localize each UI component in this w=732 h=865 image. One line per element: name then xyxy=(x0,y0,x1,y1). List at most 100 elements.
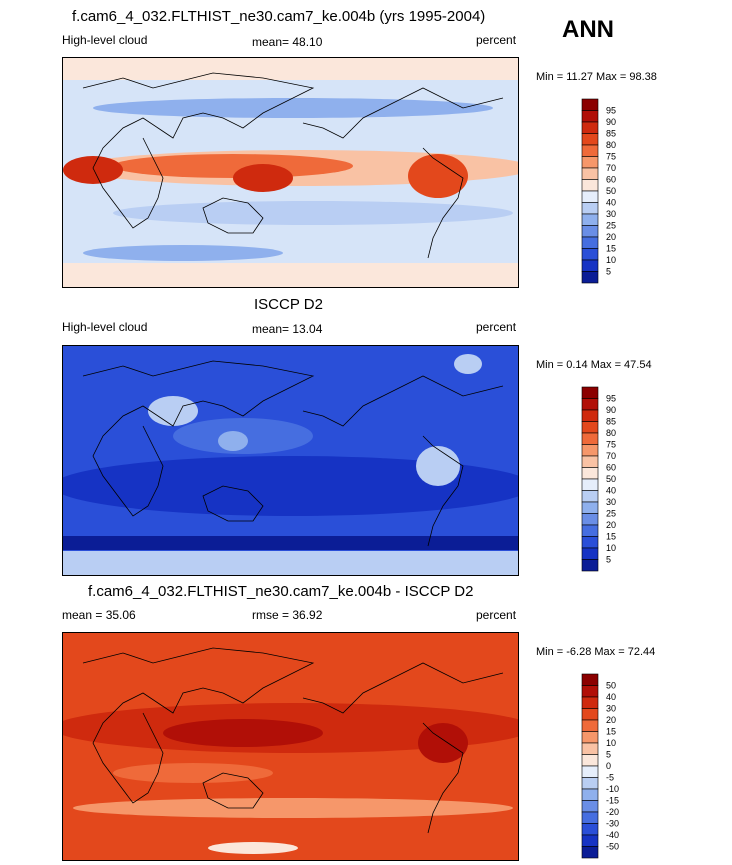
panel-1-minmax: Min = 11.27 Max = 98.38 xyxy=(536,71,657,83)
colorbar-label: -50 xyxy=(606,842,619,852)
colorbar-box xyxy=(581,811,599,824)
field-shading xyxy=(208,842,298,854)
panel-1-units: percent xyxy=(476,33,517,47)
colorbar-label: 50 xyxy=(606,474,616,484)
colorbar-label: 70 xyxy=(606,451,616,461)
colorbar-box xyxy=(581,271,599,284)
colorbar-label: 75 xyxy=(606,440,616,450)
colorbar-box xyxy=(581,248,599,261)
colorbar-box xyxy=(581,708,599,721)
panel-3-colorbar: 50 40 30 20 15 10 5 0 -5 -10 -15 -20 -30 -40 -50 xyxy=(581,673,642,859)
panel-3-mean: mean = 35.06 xyxy=(62,608,136,622)
colorbar-box xyxy=(581,501,599,514)
colorbar-label: 20 xyxy=(606,232,616,242)
colorbar-label: 20 xyxy=(606,715,616,725)
field-shading xyxy=(63,456,518,516)
colorbar-box xyxy=(581,202,599,215)
colorbar-label: 30 xyxy=(606,497,616,507)
colorbar-box xyxy=(581,98,599,111)
colorbar-box xyxy=(581,823,599,836)
colorbar-label: 25 xyxy=(606,509,616,519)
colorbar-label: 15 xyxy=(606,532,616,542)
panel-1-field xyxy=(63,58,518,287)
panel-3-minmax: Min = -6.28 Max = 72.44 xyxy=(536,646,656,658)
coastline xyxy=(202,485,264,522)
colorbar-box xyxy=(581,513,599,526)
panel-2-colorbar: 95 90 85 80 75 70 60 50 40 30 25 20 15 10 5 xyxy=(581,386,642,572)
panel-2-mean: mean= 13.04 xyxy=(252,322,323,336)
colorbar-box xyxy=(581,190,599,203)
coastline xyxy=(202,772,264,809)
panel-3-map xyxy=(62,632,519,861)
panel-1-mean: mean= 48.10 xyxy=(252,35,323,49)
field-shading xyxy=(148,396,198,426)
panel-2-field xyxy=(63,346,518,575)
colorbar-label: 15 xyxy=(606,727,616,737)
colorbar-box xyxy=(581,719,599,732)
colorbar-box xyxy=(581,110,599,123)
colorbar-box xyxy=(581,478,599,491)
colorbar-box xyxy=(581,685,599,698)
field-shading xyxy=(416,446,460,486)
colorbar-label: 5 xyxy=(606,267,611,277)
colorbar-label: 95 xyxy=(606,106,616,116)
colorbar-label: 85 xyxy=(606,417,616,427)
colorbar-label: 10 xyxy=(606,255,616,265)
colorbar-box xyxy=(581,788,599,801)
colorbar-label: 70 xyxy=(606,163,616,173)
colorbar-label: 60 xyxy=(606,463,616,473)
colorbar-label: 40 xyxy=(606,486,616,496)
coastline xyxy=(422,435,464,547)
field-shading xyxy=(454,354,482,374)
panel-2-minmax: Min = 0.14 Max = 47.54 xyxy=(536,359,652,371)
coastline xyxy=(302,662,504,714)
colorbar-label: 90 xyxy=(606,117,616,127)
field-shading xyxy=(63,551,518,575)
field-shading xyxy=(83,245,283,261)
panel-1-colorbar: 95 90 85 80 75 70 60 50 40 30 25 20 15 10 5 xyxy=(581,98,642,284)
coastline xyxy=(82,647,315,804)
panel-3-field xyxy=(63,633,518,860)
coastline xyxy=(422,147,464,259)
colorbar-box xyxy=(581,225,599,238)
colorbar-label: 10 xyxy=(606,738,616,748)
colorbar-box xyxy=(581,696,599,709)
field-shading xyxy=(63,536,518,550)
season-label: ANN xyxy=(562,16,614,43)
field-shading xyxy=(63,156,123,184)
field-shading xyxy=(113,154,353,178)
panel-2-units: percent xyxy=(476,320,517,334)
field-shading xyxy=(73,798,513,818)
colorbar-box xyxy=(581,213,599,226)
colorbar-box xyxy=(581,524,599,537)
colorbar-label: 80 xyxy=(606,140,616,150)
colorbar-label: 0 xyxy=(606,761,611,771)
panel-3-rmse: rmse = 36.92 xyxy=(252,608,323,622)
colorbar-box xyxy=(581,731,599,744)
colorbar-label: 5 xyxy=(606,750,611,760)
colorbar-label: 80 xyxy=(606,428,616,438)
colorbar-box xyxy=(581,547,599,560)
colorbar-box xyxy=(581,455,599,468)
panel-2-map xyxy=(62,345,519,576)
panel-2-title: ISCCP D2 xyxy=(254,296,323,313)
panel-1-variable: High-level cloud xyxy=(62,33,148,47)
colorbar-label: -40 xyxy=(606,830,619,840)
panel-1-map xyxy=(62,57,519,288)
colorbar-box xyxy=(581,467,599,480)
field-shading xyxy=(408,154,468,198)
colorbar-box xyxy=(581,421,599,434)
colorbar-box xyxy=(581,490,599,503)
colorbar-label: 30 xyxy=(606,704,616,714)
field-shading xyxy=(163,719,323,747)
colorbar-label: 20 xyxy=(606,520,616,530)
colorbar-label: 5 xyxy=(606,555,611,565)
panel-3-units: percent xyxy=(476,608,517,622)
colorbar-label: 30 xyxy=(606,209,616,219)
colorbar-box xyxy=(581,742,599,755)
colorbar-label: 90 xyxy=(606,405,616,415)
colorbar-label: 60 xyxy=(606,175,616,185)
colorbar-label: -15 xyxy=(606,796,619,806)
